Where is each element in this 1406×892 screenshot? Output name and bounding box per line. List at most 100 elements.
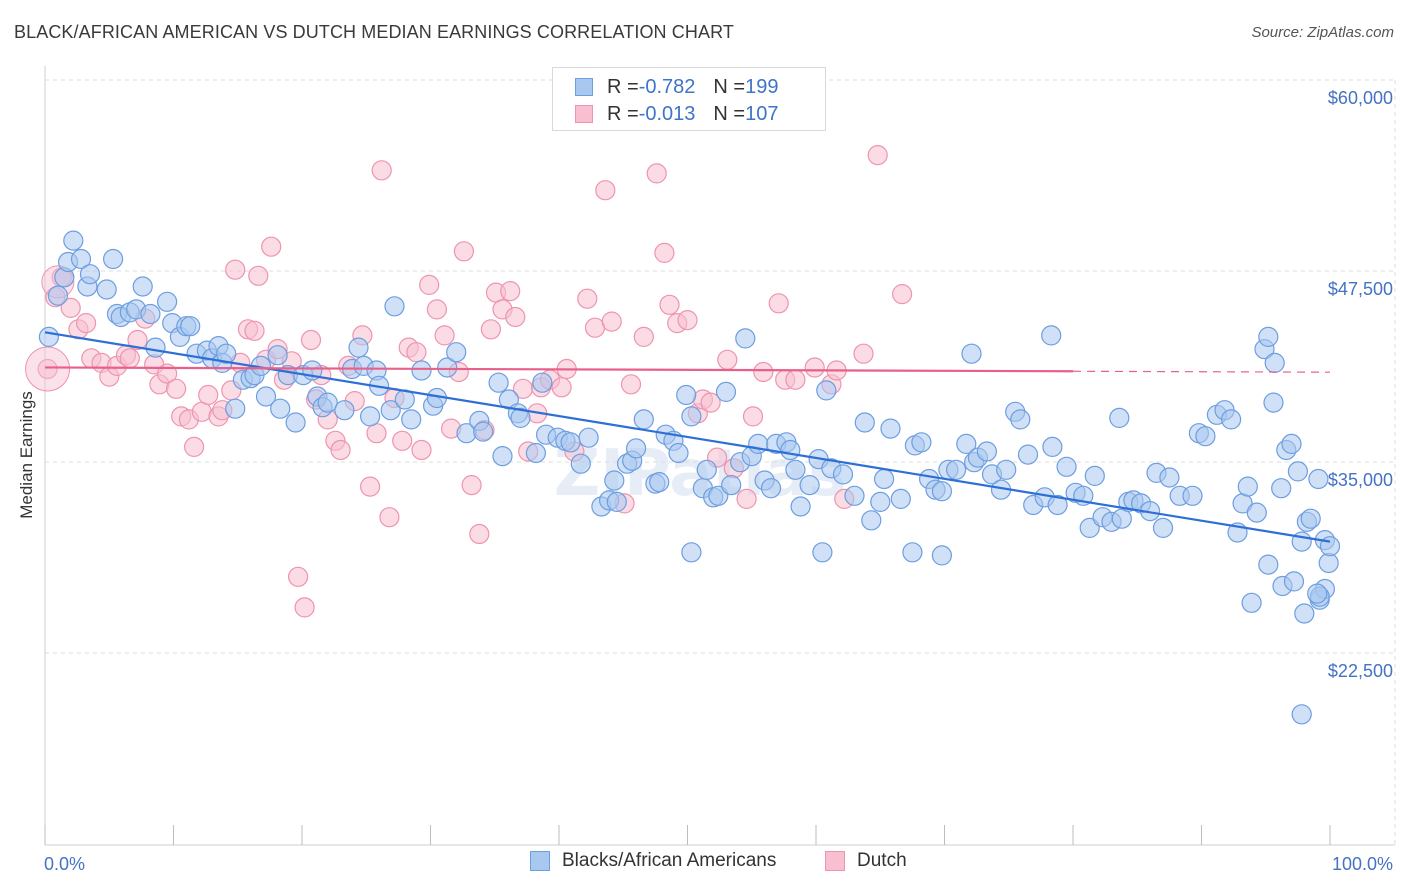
blacks-point xyxy=(696,459,717,480)
blacks-point xyxy=(1056,456,1077,477)
blacks-point xyxy=(1287,461,1309,482)
legend-swatch-pink xyxy=(575,105,593,123)
dutch-point xyxy=(434,325,455,346)
blacks-point xyxy=(790,496,811,517)
blacks-point xyxy=(1111,508,1132,529)
blacks-point xyxy=(633,409,654,430)
blacks-point xyxy=(63,230,84,251)
bottom-legend-label-dutch: Dutch xyxy=(857,850,907,871)
blacks-point xyxy=(270,398,291,419)
y-tick-label: $47,500 xyxy=(1328,279,1393,299)
blacks-point xyxy=(1237,476,1258,497)
blacks-point xyxy=(1258,554,1279,575)
blacks-point xyxy=(1263,392,1284,413)
blacks-point xyxy=(1017,444,1039,465)
blacks-point xyxy=(488,372,509,393)
blacks-point xyxy=(931,545,953,566)
dutch-point xyxy=(379,507,400,528)
blacks-point xyxy=(606,491,627,512)
dutch-point xyxy=(595,180,616,201)
bottom-legend-dutch: Dutch xyxy=(825,850,907,872)
blacks-point xyxy=(976,441,998,462)
blacks-point xyxy=(70,248,92,270)
dutch-points xyxy=(25,145,913,618)
blacks-point xyxy=(931,481,953,502)
tick-labels: $22,500 $35,000 $47,500 $60,000 0.0% 100.0% xyxy=(44,88,1393,874)
blacks-point xyxy=(812,542,833,563)
dutch-point xyxy=(659,294,680,315)
legend-n-label: N = xyxy=(713,102,746,125)
blacks-point xyxy=(780,439,801,461)
blacks-point xyxy=(1246,502,1267,523)
dutch-point xyxy=(742,406,764,427)
dutch-point xyxy=(300,329,322,351)
legend-swatch-blue xyxy=(575,78,593,96)
dutch-point xyxy=(184,436,205,457)
blacks-point xyxy=(570,453,591,474)
blacks-point xyxy=(360,406,381,427)
dutch-point xyxy=(461,475,482,496)
blacks-point xyxy=(285,412,306,433)
blacks-point xyxy=(1041,325,1062,346)
dutch-point xyxy=(244,320,265,341)
dutch-point xyxy=(294,597,315,618)
dutch-point xyxy=(453,241,474,262)
dutch-point xyxy=(166,378,187,399)
dutch-point xyxy=(426,299,447,320)
source-credit: Source: ZipAtlas.com xyxy=(1251,24,1394,41)
blacks-point xyxy=(880,418,901,439)
blacks-point xyxy=(1220,409,1242,430)
dutch-point xyxy=(406,342,427,363)
dutch-trend-line xyxy=(44,366,1074,373)
blacks-point xyxy=(317,392,338,413)
blacks-point xyxy=(157,291,178,312)
blacks-point xyxy=(649,472,670,493)
blacks-point xyxy=(510,407,531,428)
dutch-point xyxy=(785,369,806,390)
dutch-point xyxy=(480,319,501,340)
dutch-point xyxy=(392,430,413,451)
blacks-point xyxy=(873,468,895,490)
blacks-point xyxy=(956,433,977,454)
blacks-point xyxy=(1307,583,1328,604)
dutch-point xyxy=(853,343,874,364)
blacks-point xyxy=(216,343,237,364)
blacks-point xyxy=(676,384,697,406)
blacks-point xyxy=(102,248,124,270)
blacks-point xyxy=(902,542,923,563)
correlation-legend: R = -0.782 N = 199 R = -0.013 N = 107 xyxy=(552,67,826,131)
blacks-point xyxy=(625,438,647,459)
dutch-point xyxy=(633,326,654,347)
bottom-legend-swatch-pink xyxy=(825,851,845,871)
blacks-point xyxy=(996,459,1017,480)
dutch-point xyxy=(717,349,738,370)
blacks-point xyxy=(604,470,625,491)
blacks-point xyxy=(225,398,246,419)
blacks-point xyxy=(816,380,837,401)
blacks-point xyxy=(1318,552,1339,574)
chart-title: BLACK/AFRICAN AMERICAN VS DUTCH MEDIAN E… xyxy=(14,22,734,42)
blacks-point xyxy=(1159,467,1180,488)
dutch-point xyxy=(225,259,246,280)
blacks-point xyxy=(945,459,967,480)
blacks-point xyxy=(578,427,599,448)
dutch-point xyxy=(261,236,282,257)
trend-lines xyxy=(44,331,1331,543)
dutch-point xyxy=(646,163,667,184)
blacks-point xyxy=(1195,426,1216,447)
blacks-point xyxy=(1109,407,1130,428)
blacks-point xyxy=(890,488,911,509)
blacks-point xyxy=(1241,592,1262,613)
blacks-point xyxy=(870,491,891,512)
dutch-trend-extension xyxy=(1072,370,1331,373)
blacks-point xyxy=(1271,478,1292,499)
blacks-point xyxy=(785,459,806,480)
y-tick-label: $35,000 xyxy=(1328,470,1393,490)
dutch-point xyxy=(198,384,219,406)
dutch-point xyxy=(288,566,309,587)
legend-r-value: -0.013 xyxy=(638,102,696,125)
dutch-point xyxy=(736,488,757,509)
blacks-point xyxy=(844,485,865,506)
blacks-point xyxy=(348,337,369,358)
